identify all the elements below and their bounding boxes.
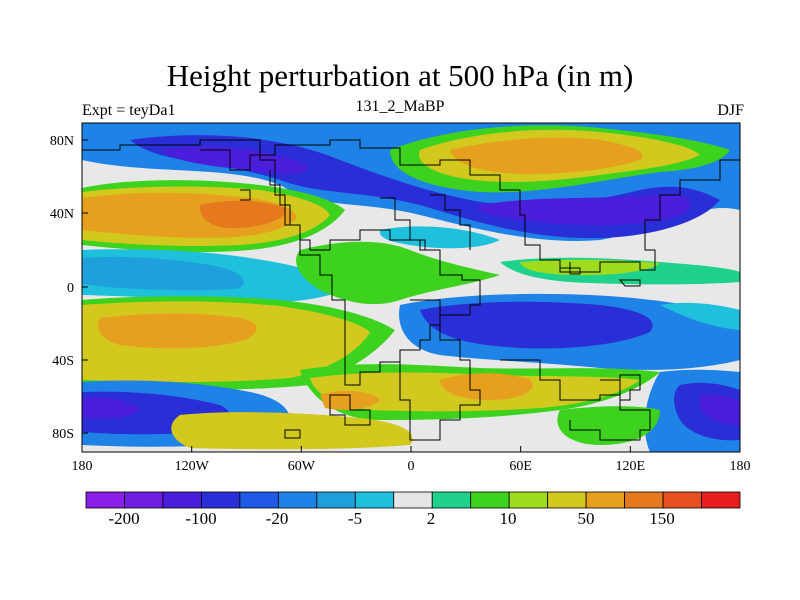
colorbar-box bbox=[547, 491, 587, 509]
lon-tick-label: 180 bbox=[730, 459, 751, 474]
lat-tick-label: 0 bbox=[67, 281, 74, 296]
colorbar-label: -200 bbox=[108, 509, 139, 528]
south-purple-west bbox=[82, 397, 140, 419]
colorbar-label: 150 bbox=[649, 509, 675, 528]
colorbar-box bbox=[508, 491, 549, 509]
experiment-label: Expt = teyDa1 bbox=[82, 102, 176, 119]
colorbar-box bbox=[393, 491, 433, 509]
colorbar-label: 2 bbox=[427, 509, 436, 528]
lat-tick-label: 80S bbox=[52, 427, 74, 442]
eq-cyan-inner bbox=[82, 256, 244, 291]
lon-axis: 180 120W 60W 0 60E 120E 180 bbox=[72, 446, 751, 474]
colorbar-box bbox=[354, 491, 395, 509]
se-cyan bbox=[660, 302, 740, 330]
colorbar-label: -20 bbox=[266, 509, 289, 528]
colorbar bbox=[85, 491, 741, 509]
colorbar-box bbox=[662, 491, 702, 509]
contour-field bbox=[82, 123, 740, 452]
lat-tick-label: 80N bbox=[50, 134, 74, 149]
lon-tick-label: 0 bbox=[408, 459, 415, 474]
lat-tick-label: 40S bbox=[52, 354, 74, 369]
season-label: DJF bbox=[717, 102, 744, 119]
lon-tick-label: 120E bbox=[616, 459, 646, 474]
sw-orange bbox=[98, 313, 257, 349]
colorbar-box bbox=[239, 491, 279, 509]
lat-tick-label: 40N bbox=[50, 207, 74, 222]
colorbar-label: -100 bbox=[185, 509, 216, 528]
coastlines bbox=[82, 139, 740, 441]
colorbar-labels: -200 -100 -20 -5 2 10 50 150 bbox=[108, 509, 674, 528]
lon-tick-label: 60W bbox=[288, 459, 316, 474]
colorbar-box bbox=[124, 491, 164, 509]
colorbar-label: -5 bbox=[348, 509, 362, 528]
colorbar-box bbox=[585, 491, 625, 509]
lat-axis: 80N 40N 0 40S 80S bbox=[50, 134, 88, 442]
north-purple-2 bbox=[477, 194, 691, 226]
lon-tick-label: 180 bbox=[72, 459, 93, 474]
ne-orange bbox=[450, 137, 643, 175]
eq-green-center bbox=[296, 241, 500, 305]
nw-red-orange bbox=[199, 200, 286, 229]
colorbar-box bbox=[162, 491, 202, 509]
south-green-east bbox=[557, 406, 660, 445]
s-orange-blob bbox=[440, 373, 533, 400]
colorbar-box bbox=[431, 491, 472, 509]
lon-tick-label: 60E bbox=[509, 459, 532, 474]
lon-tick-label: 120W bbox=[175, 459, 210, 474]
colorbar-box bbox=[277, 491, 318, 509]
colorbar-label: 50 bbox=[578, 509, 595, 528]
plot-title: Height perturbation at 500 hPa (in m) bbox=[166, 58, 634, 93]
run-label: 131_2_MaBP bbox=[355, 98, 445, 115]
south-yellow-polar bbox=[171, 412, 413, 450]
north-purple bbox=[160, 146, 308, 175]
colorbar-box bbox=[624, 491, 664, 509]
south-purple-east bbox=[700, 394, 740, 425]
colorbar-box bbox=[316, 491, 356, 509]
colorbar-box bbox=[701, 491, 741, 509]
eq-yellow-east bbox=[520, 259, 660, 276]
colorbar-label: 10 bbox=[500, 509, 517, 528]
colorbar-box bbox=[201, 491, 241, 509]
colorbar-box bbox=[470, 491, 510, 509]
colorbar-box bbox=[85, 491, 125, 509]
se-deep-blue bbox=[420, 301, 653, 349]
